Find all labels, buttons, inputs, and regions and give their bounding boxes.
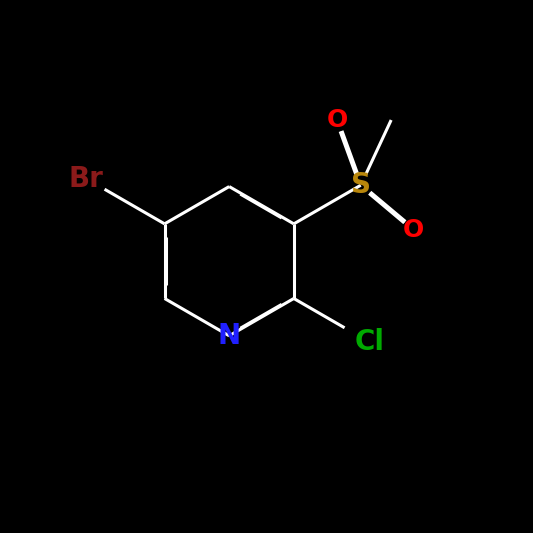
Text: Br: Br: [69, 165, 103, 192]
Text: N: N: [217, 322, 241, 350]
Text: O: O: [403, 218, 424, 242]
Text: O: O: [326, 108, 348, 132]
Text: S: S: [351, 171, 371, 199]
Text: Cl: Cl: [355, 328, 385, 357]
